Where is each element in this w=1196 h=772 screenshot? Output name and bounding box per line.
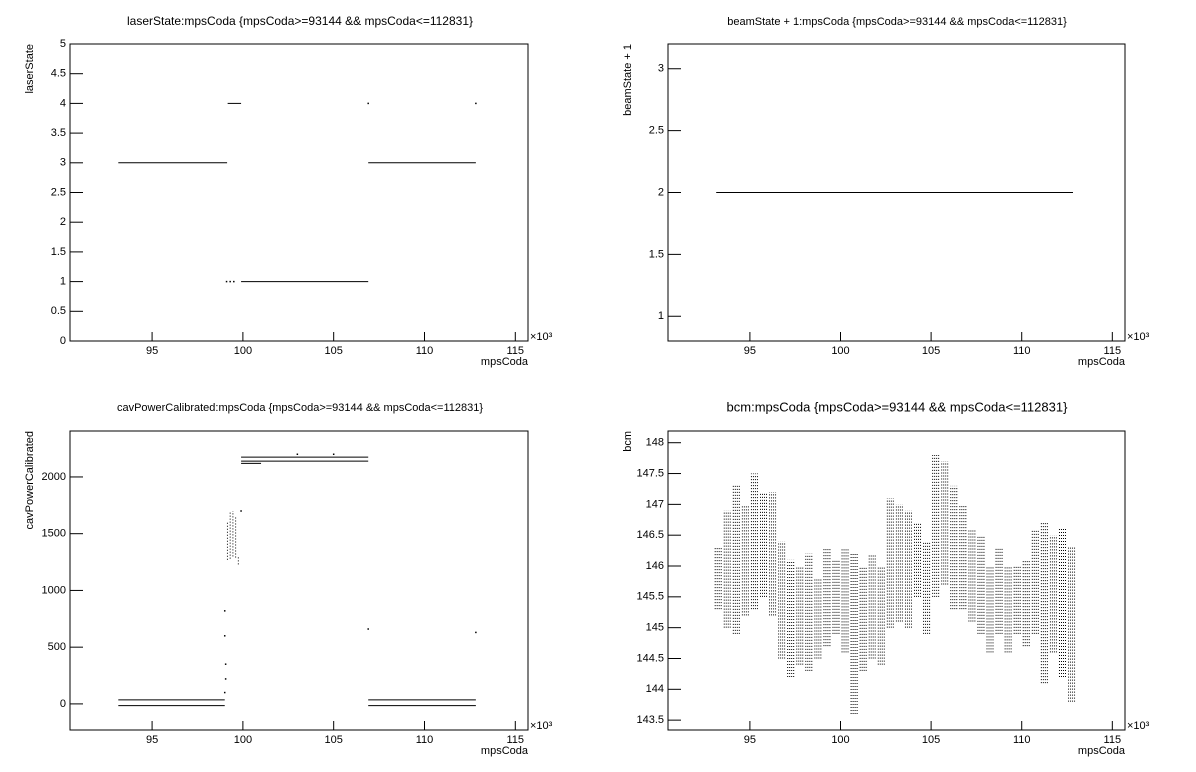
- x-tick-label: 115: [507, 345, 525, 357]
- x-tick-label: 115: [1104, 345, 1122, 357]
- x-multiplier: ×10³: [530, 720, 553, 732]
- y-tick-label: 4.5: [51, 68, 66, 80]
- y-tick-label: 146: [646, 560, 664, 572]
- y-tick-label: 1: [60, 276, 66, 288]
- x-tick-label: 95: [146, 345, 158, 357]
- plot-frame: [69, 43, 529, 342]
- data-point: [223, 691, 226, 694]
- x-tick-label: 95: [146, 734, 158, 746]
- x-tick-label: 100: [831, 734, 849, 746]
- x-tick-label: 115: [1104, 734, 1122, 746]
- chart-title: laserState:mpsCoda {mpsCoda>=93144 && mp…: [127, 14, 473, 28]
- y-tick-label: 144.5: [636, 652, 664, 664]
- y-tick-label: 2.5: [649, 125, 664, 137]
- y-tick-label: 145.5: [636, 591, 664, 603]
- x-tick-label: 115: [507, 734, 525, 746]
- data-point: [224, 678, 227, 680]
- x-tick-label: 110: [416, 734, 434, 746]
- data-point: [223, 635, 226, 637]
- x-multiplier: ×10³: [530, 331, 553, 343]
- data-point: [233, 280, 235, 283]
- data-point: [240, 510, 242, 512]
- data-point: [475, 631, 477, 634]
- y-tick-label: 145: [646, 622, 664, 634]
- y-tick-label: 1500: [42, 528, 66, 540]
- y-axis-label: cavPowerCalibrated: [24, 431, 36, 529]
- y-tick-label: 148: [646, 437, 664, 449]
- data-point: [367, 628, 369, 630]
- data-point: [224, 663, 227, 665]
- chart-title: beamState + 1:mpsCoda {mpsCoda>=93144 &&…: [727, 16, 1067, 28]
- x-tick-label: 100: [234, 734, 252, 746]
- plot-frame: [667, 430, 1126, 731]
- y-tick-label: 500: [48, 641, 66, 653]
- data-point: [223, 610, 226, 612]
- y-tick-label: 4: [60, 97, 66, 109]
- x-tick-label: 105: [325, 734, 343, 746]
- x-tick-label: 105: [325, 345, 343, 357]
- x-axis-label: mpsCoda: [481, 745, 529, 757]
- y-axis-label: bcm: [622, 431, 634, 452]
- data-point: [367, 102, 369, 105]
- y-tick-label: 0: [60, 335, 66, 347]
- x-tick-label: 105: [922, 345, 940, 357]
- y-tick-label: 1.5: [649, 248, 664, 260]
- y-tick-label: 0: [60, 698, 66, 710]
- y-tick-label: 2000: [42, 471, 66, 483]
- y-tick-label: 2: [658, 186, 664, 198]
- plot-frame: [69, 430, 529, 731]
- y-tick-label: 1000: [42, 584, 66, 596]
- y-tick-label: 143.5: [636, 714, 664, 726]
- x-tick-label: 95: [744, 345, 756, 357]
- x-axis-label: mpsCoda: [1078, 745, 1126, 757]
- y-tick-label: 3.5: [51, 127, 66, 139]
- y-tick-label: 1.5: [51, 246, 66, 258]
- x-tick-label: 105: [922, 734, 940, 746]
- x-axis-label: mpsCoda: [481, 356, 529, 368]
- x-tick-label: 110: [1013, 345, 1031, 357]
- y-axis-label: laserState: [24, 44, 36, 94]
- y-tick-label: 3: [658, 63, 664, 75]
- x-multiplier: ×10³: [1127, 720, 1150, 732]
- y-tick-label: 2.5: [51, 186, 66, 198]
- x-tick-label: 110: [1013, 734, 1031, 746]
- y-tick-label: 2: [60, 216, 66, 228]
- chart-title: cavPowerCalibrated:mpsCoda {mpsCoda>=931…: [117, 402, 483, 414]
- x-tick-label: 110: [416, 345, 434, 357]
- y-tick-label: 3: [60, 157, 66, 169]
- y-tick-label: 147.5: [636, 467, 664, 479]
- chart-title: bcm:mpsCoda {mpsCoda>=93144 && mpsCoda<=…: [727, 399, 1069, 414]
- y-tick-label: 144: [646, 683, 664, 695]
- x-axis-label: mpsCoda: [1078, 356, 1126, 368]
- y-tick-label: 147: [646, 498, 664, 510]
- x-tick-label: 100: [831, 345, 849, 357]
- x-tick-label: 95: [744, 734, 756, 746]
- y-tick-label: 1: [658, 310, 664, 322]
- data-point: [475, 102, 477, 105]
- data-point: [296, 453, 299, 456]
- y-axis-label: beamState + 1: [622, 44, 634, 116]
- y-tick-label: 5: [60, 38, 66, 50]
- data-point: [229, 280, 231, 283]
- x-multiplier: ×10³: [1127, 331, 1150, 343]
- data-point: [332, 453, 335, 456]
- y-tick-label: 0.5: [51, 305, 66, 317]
- data-point: [225, 280, 228, 283]
- x-tick-label: 100: [234, 345, 252, 357]
- y-tick-label: 146.5: [636, 529, 664, 541]
